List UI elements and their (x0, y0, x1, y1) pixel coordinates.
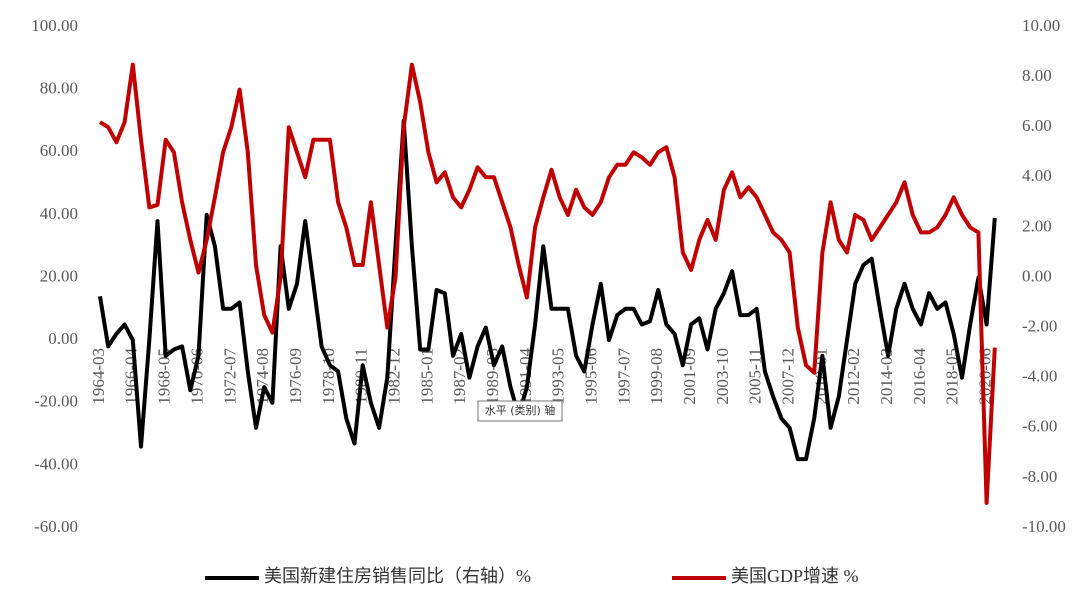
x-tick-label: 1995-06 (581, 348, 600, 405)
y-tick-label: -40.00 (34, 454, 78, 473)
y-tick-label: 20.00 (40, 266, 78, 285)
x-tick-label: 1964-03 (89, 348, 108, 405)
y2-tick-label: -8.00 (1022, 467, 1057, 486)
x-tick-label: 1968-05 (155, 348, 174, 405)
x-tick-label: 2005-11 (746, 348, 765, 404)
x-tick-label: 1985-01 (417, 348, 436, 405)
y2-tick-label: 8.00 (1022, 66, 1052, 85)
x-tick-label: 1976-09 (286, 348, 305, 405)
x-tick-label: 1999-08 (647, 348, 666, 405)
y2-tick-label: 0.00 (1022, 266, 1052, 285)
x-tick-label: 2007-12 (778, 348, 797, 405)
legend-label: 美国新建住房销售同比（右轴）% (264, 566, 531, 586)
tooltip-text: 水平 (类别) 轴 (485, 403, 556, 417)
tooltip: 水平 (类别) 轴 (477, 400, 563, 422)
x-tick-label: 2020-06 (975, 348, 994, 405)
tooltip-box (477, 400, 563, 422)
legend-label: 美国GDP增速 % (731, 566, 859, 586)
y-tick-label: 0.00 (48, 329, 78, 348)
y-tick-label: -60.00 (34, 517, 78, 536)
y2-tick-label: 10.00 (1022, 16, 1060, 35)
y2-tick-label: 2.00 (1022, 216, 1052, 235)
x-tick-label: 2016-04 (910, 348, 929, 405)
y2-tick-label: -4.00 (1022, 367, 1057, 386)
x-tick-label: 2018-05 (943, 348, 962, 405)
y-tick-label: -20.00 (34, 392, 78, 411)
x-tick-label: 2003-10 (713, 348, 732, 405)
x-tick-label: 1972-07 (220, 348, 239, 405)
x-tick-label: 1978-10 (319, 348, 338, 405)
x-tick-label: 1987-02 (450, 348, 469, 405)
y2-tick-label: 4.00 (1022, 166, 1052, 185)
y-tick-label: 100.00 (31, 16, 78, 35)
y-tick-label: 80.00 (40, 79, 78, 98)
y2-tick-label: -10.00 (1022, 517, 1066, 536)
y2-tick-label: -2.00 (1022, 317, 1057, 336)
y-tick-label: 60.00 (40, 141, 78, 160)
y2-tick-label: 6.00 (1022, 116, 1052, 135)
series-line (98, 118, 997, 462)
series-line (98, 62, 997, 505)
y2-tick-label: -6.00 (1022, 417, 1057, 436)
x-tick-label: 1997-07 (614, 348, 633, 405)
x-tick-label: 2014-03 (877, 348, 896, 405)
x-tick-label: 2012-02 (844, 348, 863, 405)
x-tick-label: 1993-05 (549, 348, 568, 405)
y-tick-label: 40.00 (40, 204, 78, 223)
